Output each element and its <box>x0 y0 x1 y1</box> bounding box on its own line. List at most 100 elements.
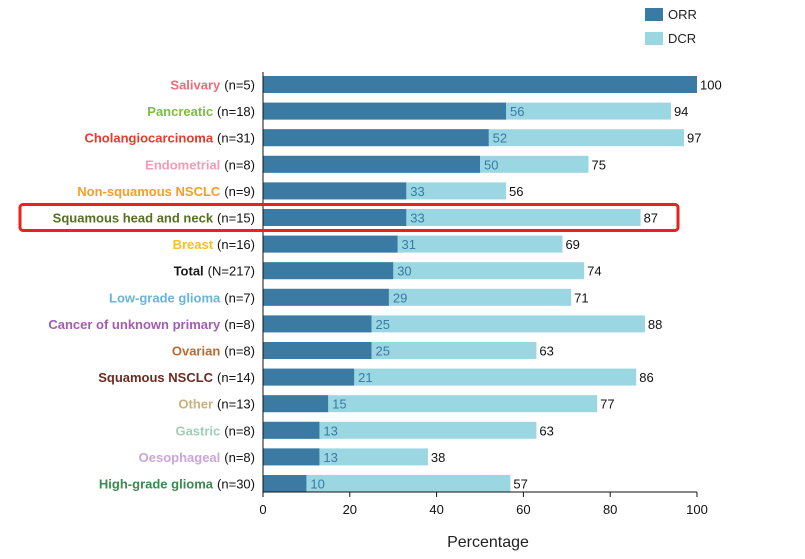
dcr-value-label: 88 <box>648 317 662 332</box>
orr-bar <box>263 129 489 147</box>
orr-value-label: 56 <box>510 104 524 119</box>
category-name: Squamous head and neck <box>53 211 214 226</box>
dcr-value-label: 97 <box>687 131 701 146</box>
orr-value-label: 25 <box>376 317 390 332</box>
orr-value-label: 25 <box>376 344 390 359</box>
x-tick-label: 60 <box>516 502 530 517</box>
x-axis-title: Percentage <box>447 534 529 551</box>
category-label: Cancer of unknown primary (n=8) <box>48 317 255 332</box>
category-label: Cholangiocarcinoma (n=31) <box>84 131 255 146</box>
category-name: Non-squamous NSCLC <box>77 184 221 199</box>
category-count: (n=8) <box>224 157 255 172</box>
dcr-bar <box>263 368 637 386</box>
category-label: Squamous head and neck (n=15) <box>53 211 255 226</box>
category-name: Oesophageal <box>139 450 221 465</box>
category-name: Pancreatic <box>147 104 213 119</box>
category-name: High-grade glioma <box>99 477 214 492</box>
orr-bar <box>263 448 320 466</box>
category-label: Ovarian (n=8) <box>172 344 255 359</box>
category-count: (n=14) <box>217 370 255 385</box>
category-count: (n=8) <box>224 423 255 438</box>
category-label: Pancreatic (n=18) <box>147 104 255 119</box>
highlight-box <box>18 203 680 232</box>
dcr-value-label: 63 <box>539 344 553 359</box>
category-label: Breast (n=16) <box>173 237 255 252</box>
category-count: (n=5) <box>224 78 255 93</box>
orr-bar <box>263 235 398 253</box>
orr-bar <box>263 76 697 93</box>
legend: ORR DCR <box>645 7 697 46</box>
x-tick-label: 20 <box>343 502 357 517</box>
category-name: Ovarian <box>172 344 220 359</box>
highlight-layer <box>18 203 680 232</box>
orr-value-label: 13 <box>323 450 337 465</box>
x-tick-label: 40 <box>429 502 443 517</box>
category-label: Gastric (n=8) <box>175 423 255 438</box>
category-count: (n=8) <box>224 344 255 359</box>
orr-value-label: 31 <box>402 237 416 252</box>
orr-value-label: 13 <box>323 423 337 438</box>
dcr-value-label: 74 <box>587 264 601 279</box>
dcr-bar <box>263 475 511 492</box>
category-count: (n=13) <box>217 397 255 412</box>
legend-label: DCR <box>668 31 696 46</box>
dcr-value-label: 71 <box>574 290 588 305</box>
category-label: Other (n=13) <box>178 397 255 412</box>
x-tick-label: 100 <box>686 502 708 517</box>
legend-label: ORR <box>668 7 697 22</box>
orr-bar <box>263 342 372 359</box>
orr-value-label: 10 <box>310 477 324 492</box>
orr-bar <box>263 475 307 492</box>
legend-swatch <box>645 8 663 21</box>
category-count: (n=30) <box>217 477 255 492</box>
orr-value-label: 29 <box>393 290 407 305</box>
x-tick-label: 0 <box>259 502 266 517</box>
category-name: Other <box>178 397 213 412</box>
category-count: (N=217) <box>208 264 255 279</box>
category-label: High-grade glioma (n=30) <box>99 477 255 492</box>
orr-value-label: 33 <box>410 211 424 226</box>
orr-value-label: 33 <box>410 184 424 199</box>
dcr-value-label: 63 <box>539 423 553 438</box>
category-count: (n=8) <box>224 450 255 465</box>
category-name: Gastric <box>175 423 220 438</box>
category-name: Cancer of unknown primary <box>48 317 221 332</box>
orr-bar <box>263 315 372 333</box>
category-name: Salivary <box>170 78 221 93</box>
orr-bar <box>263 155 480 173</box>
category-name: Breast <box>173 237 214 252</box>
dcr-bar <box>263 395 598 413</box>
category-name: Cholangiocarcinoma <box>84 131 213 146</box>
category-label: Endometrial (n=8) <box>145 157 255 172</box>
orr-bar <box>263 421 320 439</box>
category-count: (n=16) <box>217 237 255 252</box>
bars-layer: 100 56 94 52 97 50 75 33 56 33 87 31 69 30 74 29 71 25 88 2… <box>263 76 722 492</box>
orr-bar <box>263 182 407 200</box>
dcr-value-label: 86 <box>639 370 653 385</box>
dcr-value-label: 94 <box>674 104 688 119</box>
orr-bar <box>263 395 329 413</box>
category-label: Oesophageal (n=8) <box>139 450 255 465</box>
orr-bar <box>263 209 407 226</box>
dcr-value-label: 38 <box>431 450 445 465</box>
dcr-value-label: 56 <box>509 184 523 199</box>
x-tick-label: 80 <box>603 502 617 517</box>
category-count: (n=9) <box>224 184 255 199</box>
dcr-bar <box>263 421 537 439</box>
dcr-value-label: 69 <box>565 237 579 252</box>
category-label: Non-squamous NSCLC (n=9) <box>77 184 255 199</box>
category-name: Endometrial <box>145 157 220 172</box>
dcr-value-label: 87 <box>644 211 658 226</box>
category-count: (n=8) <box>224 317 255 332</box>
category-name: Total <box>174 264 204 279</box>
orr-value-label: 15 <box>332 397 346 412</box>
category-label: Squamous NSCLC (n=14) <box>98 370 255 385</box>
orr-bar <box>263 288 389 306</box>
category-count: (n=31) <box>217 131 255 146</box>
dcr-value-label: 57 <box>513 477 527 492</box>
orr-bar <box>263 368 355 386</box>
orr-value-label: 30 <box>397 264 411 279</box>
category-name: Squamous NSCLC <box>98 370 213 385</box>
dcr-value-label: 100 <box>700 78 722 93</box>
